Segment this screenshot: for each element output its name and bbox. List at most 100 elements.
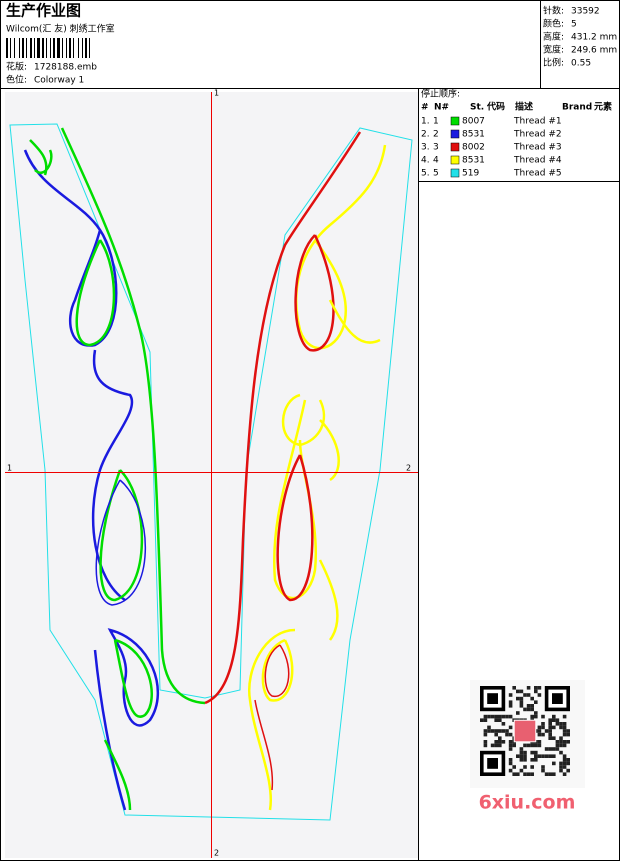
finder <box>487 693 498 704</box>
module <box>526 772 531 776</box>
needle: 2 <box>433 130 439 140</box>
outline <box>9 123 413 821</box>
bar <box>34 38 35 58</box>
module <box>494 740 498 744</box>
module <box>530 765 534 769</box>
column-header: N# <box>434 103 449 113</box>
needle: 1 <box>433 117 439 127</box>
module <box>562 758 567 762</box>
module <box>555 722 560 726</box>
module <box>523 772 527 776</box>
paisley <box>75 239 116 347</box>
module <box>559 743 563 748</box>
table-body: 1. 1 8007 Thread #1 2. 2 8531 Thread #2 3. 3 8002 T… <box>421 117 562 179</box>
module <box>530 707 534 712</box>
module <box>534 743 538 748</box>
colorway: Colorway 1 <box>34 76 84 86</box>
design-label: 花版: <box>6 61 27 73</box>
module <box>523 743 527 748</box>
module <box>508 732 513 737</box>
needle: 3 <box>433 143 439 153</box>
swatch <box>450 129 460 139</box>
module <box>530 696 534 701</box>
module <box>523 750 527 755</box>
module <box>523 693 527 697</box>
module <box>523 758 527 762</box>
module <box>508 758 513 762</box>
bar <box>26 38 27 58</box>
module <box>548 725 552 730</box>
module <box>566 768 570 773</box>
module <box>526 743 531 748</box>
bar <box>42 38 44 58</box>
stop: 1. <box>421 117 430 127</box>
column-header: St. <box>470 103 484 113</box>
module <box>559 765 563 769</box>
module <box>552 747 556 751</box>
module <box>508 743 513 748</box>
description: Thread #2 <box>513 130 562 140</box>
logo <box>513 719 537 743</box>
bar <box>10 38 11 58</box>
module <box>537 754 542 758</box>
stop: 2. <box>421 130 430 140</box>
bar <box>66 38 67 58</box>
paisley <box>93 628 160 811</box>
module <box>555 740 560 744</box>
axis-label: 1 <box>214 89 219 98</box>
module <box>552 736 556 740</box>
module <box>523 707 527 712</box>
leaf <box>29 139 53 176</box>
module <box>494 743 498 748</box>
stop: 5. <box>421 169 430 179</box>
module <box>483 740 488 744</box>
module <box>508 768 513 773</box>
module <box>505 714 509 719</box>
module <box>534 750 538 755</box>
paisley <box>247 628 296 811</box>
module <box>541 732 545 737</box>
module <box>508 725 513 730</box>
module <box>544 772 549 776</box>
module <box>526 693 531 697</box>
paisley <box>276 454 314 602</box>
stats: 针数: 33592 颜色: 5 高度: 431.2 mm 宽度: 249.6 mm 比例: 0.5… <box>543 5 617 69</box>
bar <box>82 38 83 58</box>
code: 8531 <box>462 156 485 166</box>
module <box>537 693 542 697</box>
module <box>559 725 563 730</box>
axis-label: 2 <box>214 849 219 858</box>
module <box>480 718 484 722</box>
module <box>562 761 567 766</box>
module <box>516 754 520 758</box>
module <box>498 718 502 722</box>
bar <box>50 38 51 58</box>
module <box>562 754 567 758</box>
vine <box>295 144 387 350</box>
module <box>501 729 506 733</box>
module <box>548 736 552 740</box>
module <box>490 743 495 748</box>
module <box>494 714 498 719</box>
module <box>534 689 538 694</box>
module <box>548 747 552 751</box>
column-header: 代码 <box>486 101 505 113</box>
bar <box>89 38 90 58</box>
swatch <box>450 142 460 152</box>
module <box>534 711 538 715</box>
module <box>530 758 534 762</box>
module <box>490 714 495 719</box>
module <box>519 758 524 762</box>
module <box>498 714 502 719</box>
axis-label: 2 <box>406 464 411 473</box>
stat-value: 33592 <box>571 7 600 17</box>
table-title: 停止顺序: <box>421 88 460 100</box>
module <box>562 772 567 776</box>
paisley <box>254 644 290 791</box>
module <box>559 740 563 744</box>
module <box>490 729 495 733</box>
module <box>516 689 520 694</box>
module <box>519 704 524 708</box>
stem-left <box>60 127 206 705</box>
module <box>534 700 538 704</box>
